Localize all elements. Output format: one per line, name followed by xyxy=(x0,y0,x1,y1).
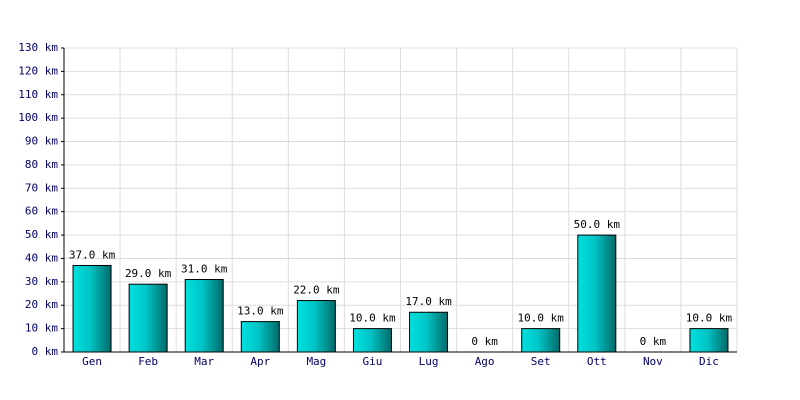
x-tick-label: Ago xyxy=(475,355,495,368)
x-tick-label: Dic xyxy=(699,355,719,368)
bar xyxy=(352,328,392,353)
bar xyxy=(184,279,224,353)
value-label: 22.0 km xyxy=(293,284,340,297)
value-label: 10.0 km xyxy=(686,312,733,325)
bar xyxy=(128,283,168,353)
y-tick-label: 80 km xyxy=(25,158,58,171)
y-tick-label: 0 km xyxy=(32,345,59,358)
x-tick-label: Ott xyxy=(587,355,607,368)
y-tick-label: 20 km xyxy=(25,298,58,311)
y-tick-label: 40 km xyxy=(25,251,58,264)
bar xyxy=(409,311,449,353)
bar xyxy=(577,234,617,353)
bar xyxy=(296,300,336,353)
value-label: 10.0 km xyxy=(518,312,565,325)
value-label: 31.0 km xyxy=(181,263,228,276)
x-tick-label: Feb xyxy=(138,355,158,368)
x-tick-label: Giu xyxy=(363,355,383,368)
value-label: 10.0 km xyxy=(349,312,396,325)
x-tick-label: Lug xyxy=(419,355,439,368)
bar xyxy=(72,264,112,353)
y-tick-label: 70 km xyxy=(25,181,58,194)
bar xyxy=(521,328,561,353)
value-label: 0 km xyxy=(471,335,498,348)
value-label: 29.0 km xyxy=(125,267,172,280)
value-label: 13.0 km xyxy=(237,305,284,318)
bar xyxy=(689,328,729,353)
x-tick-label: Set xyxy=(531,355,551,368)
y-tick-label: 50 km xyxy=(25,228,58,241)
y-tick-label: 100 km xyxy=(18,111,58,124)
x-tick-label: Nov xyxy=(643,355,663,368)
x-tick-label: Apr xyxy=(250,355,270,368)
value-label: 50.0 km xyxy=(574,218,621,231)
x-tick-label: Mag xyxy=(306,355,326,368)
value-label: 37.0 km xyxy=(69,248,116,261)
y-tick-label: 90 km xyxy=(25,135,58,148)
x-tick-label: Gen xyxy=(82,355,102,368)
x-tick-label: Mar xyxy=(194,355,214,368)
value-label: 17.0 km xyxy=(405,295,452,308)
y-tick-label: 60 km xyxy=(25,205,58,218)
value-label: 0 km xyxy=(640,335,667,348)
y-tick-label: 10 km xyxy=(25,322,58,335)
y-tick-label: 110 km xyxy=(18,88,58,101)
y-tick-label: 120 km xyxy=(18,64,58,77)
y-tick-label: 130 km xyxy=(18,41,58,54)
y-tick-label: 30 km xyxy=(25,275,58,288)
bar xyxy=(240,321,280,353)
